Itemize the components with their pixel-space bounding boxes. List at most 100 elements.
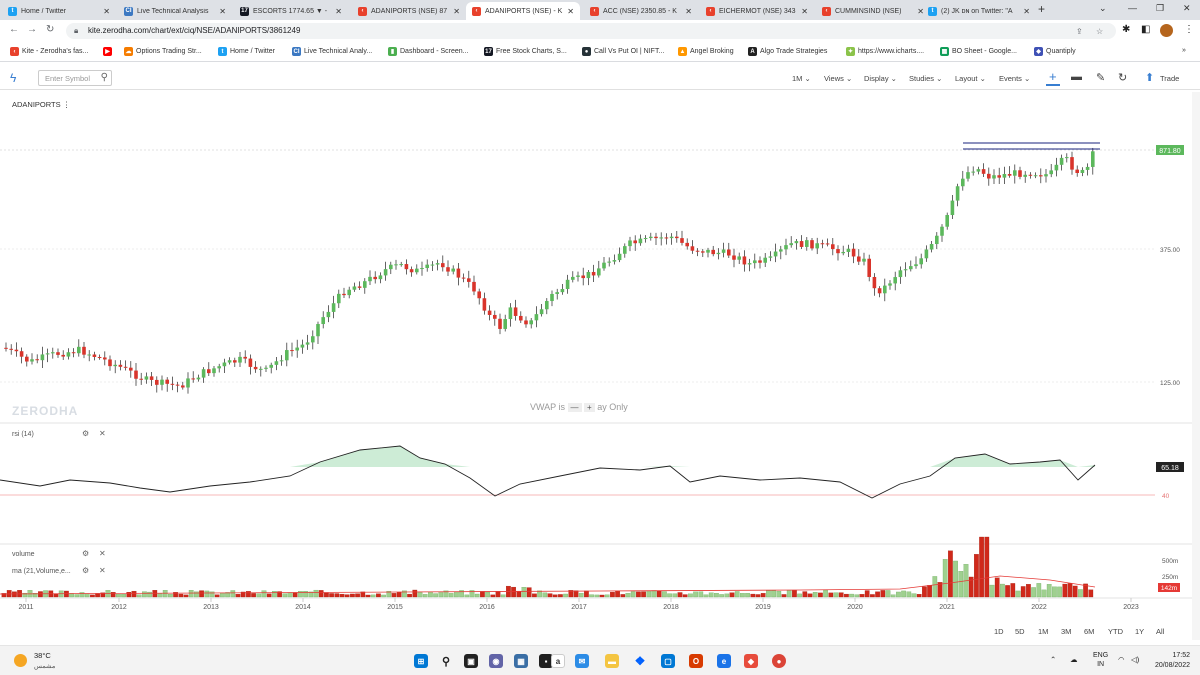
dropbox-icon[interactable]: ❖ [634, 654, 646, 668]
range-1y-button[interactable]: 1Y [1135, 627, 1145, 636]
amazon-icon[interactable]: a [551, 654, 565, 668]
anydesk-icon[interactable]: ◆ [744, 654, 758, 668]
views-menu[interactable]: Views ⌄ [824, 74, 853, 83]
task-view-icon[interactable]: ▣ [464, 654, 478, 668]
comment-icon[interactable]: ▬ [1071, 71, 1082, 83]
chat-icon[interactable]: ◉ [489, 654, 503, 668]
minimize-icon[interactable]: — [1128, 3, 1137, 13]
bookmark-item[interactable]: ● Call Vs Put OI | NIFT... [582, 47, 664, 56]
volume-close-icon[interactable]: ✕ [99, 549, 106, 558]
back-icon[interactable]: ← [9, 24, 19, 35]
close-tab-icon[interactable]: ✕ [1023, 6, 1030, 16]
browser-tab[interactable]: ‹ ADANIPORTS (NSE) - K ✕ [466, 2, 580, 20]
kite-logo-icon[interactable]: ϟ [10, 71, 17, 85]
share-icon[interactable]: ⇪ [1076, 27, 1083, 36]
weather-sun-icon[interactable] [14, 654, 27, 667]
browser-tab[interactable]: t (2) JK ᴅɴ on Twitter: "A ✕ [922, 2, 1036, 20]
system-clock[interactable]: 17:52 20/08/2022 [1152, 651, 1190, 671]
page-scrollbar[interactable] [1192, 92, 1200, 640]
language-indicator[interactable]: ENG IN [1093, 651, 1108, 669]
range-3m-button[interactable]: 3M [1061, 627, 1072, 636]
range-all-button[interactable]: All [1156, 627, 1165, 636]
browser-tab[interactable]: ‹ ACC (NSE) 2350.85 - K ✕ [584, 2, 698, 20]
profile-avatar[interactable] [1160, 24, 1173, 37]
close-tab-icon[interactable]: ✕ [917, 6, 924, 16]
bookmark-item[interactable]: 17 Free Stock Charts, S... [484, 47, 567, 56]
mail-icon[interactable]: ✉ [575, 654, 589, 668]
studies-menu[interactable]: Studies ⌄ [909, 74, 943, 83]
chrome-icon[interactable]: ● [772, 654, 786, 668]
bookmark-item[interactable]: A Algo Trade Strategies [748, 47, 827, 56]
bookmark-item[interactable]: ▲ Angel Broking [678, 47, 734, 56]
range-6m-button[interactable]: 6M [1084, 627, 1095, 636]
close-window-icon[interactable]: ✕ [1183, 3, 1191, 13]
bookmark-star-icon[interactable]: ☆ [1096, 27, 1104, 36]
windows-start-icon[interactable]: ⊞ [414, 654, 428, 668]
trade-button[interactable]: Trade [1160, 74, 1180, 83]
store-icon[interactable]: ▪ [539, 654, 553, 668]
volume-icon[interactable]: ◁) [1131, 655, 1140, 664]
range-1d-button[interactable]: 1D [994, 627, 1004, 636]
zoom-in-button[interactable]: + [584, 403, 595, 412]
close-tab-icon[interactable]: ✕ [567, 6, 574, 16]
candlestick-chart[interactable]: 871.80 375.00 125.00 65.18 40 500m 250m 142m 201… [0, 92, 1192, 640]
close-tab-icon[interactable]: ✕ [801, 6, 808, 16]
ma-settings-icon[interactable]: ⚙ [82, 566, 90, 575]
ma-close-icon[interactable]: ✕ [99, 566, 106, 575]
chart-area[interactable]: 871.80 375.00 125.00 65.18 40 500m 250m 142m 201… [0, 92, 1192, 640]
tray-overflow-icon[interactable]: ⌃ [1050, 655, 1057, 664]
close-tab-icon[interactable]: ✕ [335, 6, 342, 16]
layout-menu[interactable]: Layout ⌄ [955, 74, 986, 83]
edge-icon[interactable]: e [717, 654, 731, 668]
browser-tab[interactable]: ‹ EICHERMOT (NSE) 343 ✕ [700, 2, 814, 20]
display-menu[interactable]: Display ⌄ [864, 74, 897, 83]
weather-temperature[interactable]: 38°C [34, 651, 51, 660]
wifi-icon[interactable]: ◠ [1118, 655, 1125, 664]
onedrive-icon[interactable]: ☁ [1070, 655, 1078, 664]
browser-tab[interactable]: t Home / Twitter ✕ [2, 2, 116, 20]
more-bookmarks-icon[interactable]: » [1182, 47, 1186, 54]
reload-icon[interactable]: ↻ [46, 24, 55, 35]
bookmark-item[interactable]: ☁ Options Trading Str... [124, 47, 202, 56]
bookmark-item[interactable]: ▮ Dashboard - Screen... [388, 47, 468, 56]
events-menu[interactable]: Events ⌄ [999, 74, 1031, 83]
close-tab-icon[interactable]: ✕ [685, 6, 692, 16]
range-1m-button[interactable]: 1M [1038, 627, 1049, 636]
browser-menu-icon[interactable]: ⋮ [1184, 24, 1194, 35]
close-tab-icon[interactable]: ✕ [453, 6, 460, 16]
bookmark-item[interactable]: ‹ Kite - Zerodha's fas... [10, 47, 88, 56]
bookmark-item[interactable]: ▶ [103, 47, 115, 56]
browser-tab[interactable]: ‹ ADANIPORTS (NSE) 87 ✕ [352, 2, 466, 20]
search-taskbar-icon[interactable]: ⚲ [441, 655, 451, 668]
rsi-close-icon[interactable]: ✕ [99, 429, 106, 438]
symbol-search-input[interactable]: Enter Symbol ⚲ [38, 70, 112, 86]
zoom-out-button[interactable]: — [567, 403, 582, 412]
browser-tab[interactable]: CI Live Technical Analysis ✕ [118, 2, 232, 20]
range-5d-button[interactable]: 5D [1015, 627, 1025, 636]
extensions-icon[interactable]: ✱ [1122, 24, 1131, 35]
close-tab-icon[interactable]: ✕ [103, 6, 110, 16]
browser-tab[interactable]: 17 ESCORTS 1774.65 ▼ - ✕ [234, 2, 348, 20]
bookmark-item[interactable]: t Home / Twitter [218, 47, 275, 56]
browser-tab[interactable]: ‹ CUMMINSIND (NSE) ✕ [816, 2, 930, 20]
new-tab-button[interactable]: + [1038, 2, 1046, 16]
close-tab-icon[interactable]: ✕ [219, 6, 226, 16]
address-bar[interactable]: 🔒︎ kite.zerodha.com/chart/ext/ciq/NSE/AD… [66, 23, 1116, 39]
bookmark-item[interactable]: CI Live Technical Analy... [292, 47, 372, 56]
crosshair-icon[interactable]: + [1046, 69, 1060, 86]
range-ytd-button[interactable]: YTD [1108, 627, 1123, 636]
reset-icon[interactable]: ↻ [1118, 72, 1128, 84]
photos-icon[interactable]: ▢ [661, 654, 675, 668]
volume-settings-icon[interactable]: ⚙ [82, 549, 90, 558]
bookmark-item[interactable]: ◆ Quantiply [1034, 47, 1076, 56]
sidepanel-icon[interactable]: ◧ [1141, 24, 1151, 35]
widgets-icon[interactable]: ▦ [514, 654, 528, 668]
office-icon[interactable]: O [689, 654, 703, 668]
interval-dropdown[interactable]: 1M ⌄ [792, 74, 811, 83]
forward-icon[interactable]: → [27, 24, 37, 35]
bookmark-item[interactable]: ✦ https://www.icharts.... [846, 47, 924, 56]
draw-pencil-icon[interactable]: ✎ [1096, 72, 1106, 84]
file-explorer-icon[interactable]: ▬ [605, 654, 619, 668]
restore-icon[interactable]: ❐ [1156, 3, 1165, 13]
bookmark-item[interactable]: ▦ BO Sheet - Google... [940, 47, 1017, 56]
